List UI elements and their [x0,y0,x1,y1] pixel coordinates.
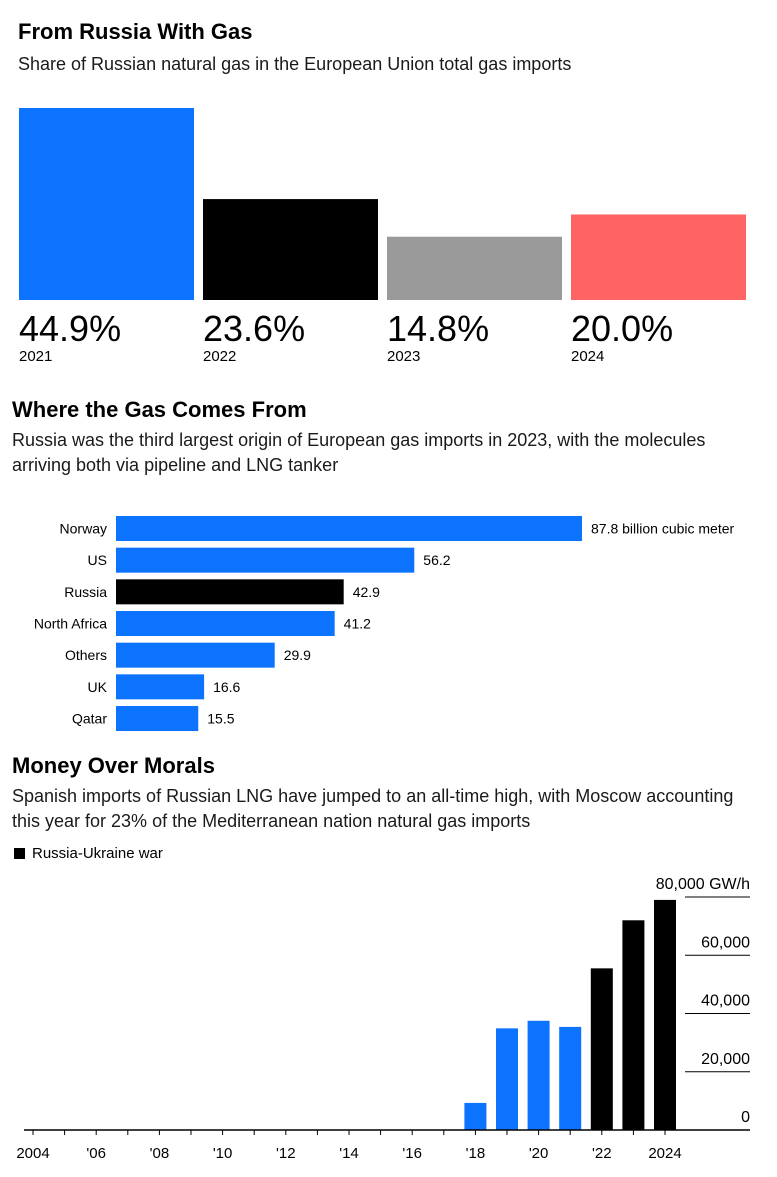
y-tick-label: 60,000 [701,934,750,951]
bar-north-africa [116,611,335,637]
x-tick-label: 2024 [648,1145,681,1162]
value-label-2022: 23.6% [203,308,305,349]
value-label: 16.6 [213,679,240,695]
y-tick-label: 0 [741,1109,750,1126]
value-label: 56.2 [423,552,450,568]
bar-others [116,642,275,668]
value-label-2024: 20.0% [571,308,673,349]
bar-2023 [387,236,562,300]
x-tick-label: 2004 [16,1145,49,1162]
bar-2024 [571,214,746,300]
chart3-plot: 0 20,000 40,000 60,000 80,000 GW/h 2004 '06 '08… [16,876,750,1162]
x-tick-label: '10 [213,1145,233,1162]
value-label: 41.2 [344,616,371,632]
category-label: Russia [64,584,107,600]
x-tick-label: '16 [402,1145,422,1162]
bar-2022 [203,199,378,300]
category-label-2021: 2021 [19,348,52,365]
chart2-title: Where the Gas Comes From [12,397,307,422]
category-label: UK [88,679,108,695]
bar-2022 [590,968,613,1130]
bar-russia [116,579,344,605]
category-label: Others [65,647,107,663]
bar-uk [116,674,205,700]
bar-us [116,547,415,573]
bar-2023 [622,920,645,1130]
y-tick-label: 20,000 [701,1051,750,1068]
bar-2018 [464,1102,487,1130]
x-tick-label: '22 [592,1145,612,1162]
x-tick-label: '12 [276,1145,296,1162]
bar-2021 [19,108,194,300]
legend-label: Russia-Ukraine war [32,845,163,862]
x-tick-label: '08 [150,1145,170,1162]
bar-2020 [527,1020,550,1130]
legend-swatch [14,848,25,859]
chart1-title: From Russia With Gas [18,19,253,44]
value-label: 42.9 [353,584,380,600]
y-tick-label: 40,000 [701,993,750,1010]
value-label: 29.9 [284,647,311,663]
x-tick-label: '06 [86,1145,106,1162]
y-tick-label: 80,000 GW/h [656,876,750,893]
chart2-plot: Norway 87.8 billion cubic meter US 56.2 Russ… [34,516,735,732]
category-label: US [88,552,107,568]
value-label: 87.8 billion cubic meter [591,521,735,537]
x-tick-label: '14 [339,1145,359,1162]
value-label: 15.5 [207,711,234,727]
category-label-2023: 2023 [387,348,420,365]
bar-qatar [116,706,199,732]
bar-2021 [559,1026,582,1130]
chart1-plot: 44.9%2021 23.6%2022 14.8%2023 20.0%2024 [19,108,746,365]
category-label-2024: 2024 [571,348,604,365]
value-label-2023: 14.8% [387,308,489,349]
bar-2024 [654,899,676,1130]
bar-norway [116,516,582,541]
x-tick-label: '18 [466,1145,486,1162]
chart2-subtitle: Russia was the third largest origin of E… [12,430,706,475]
bar-2019 [496,1028,518,1130]
category-label-2022: 2022 [203,348,236,365]
category-label: North Africa [34,616,107,632]
x-tick-label: '20 [529,1145,549,1162]
category-label: Norway [60,521,107,537]
chart3-subtitle: Spanish imports of Russian LNG have jump… [12,786,734,831]
chart1-subtitle: Share of Russian natural gas in the Euro… [18,54,572,74]
chart3-title: Money Over Morals [12,753,215,778]
value-label-2021: 44.9% [19,308,121,349]
chart3-legend: Russia-Ukraine war [14,845,163,862]
category-label: Qatar [72,711,107,727]
